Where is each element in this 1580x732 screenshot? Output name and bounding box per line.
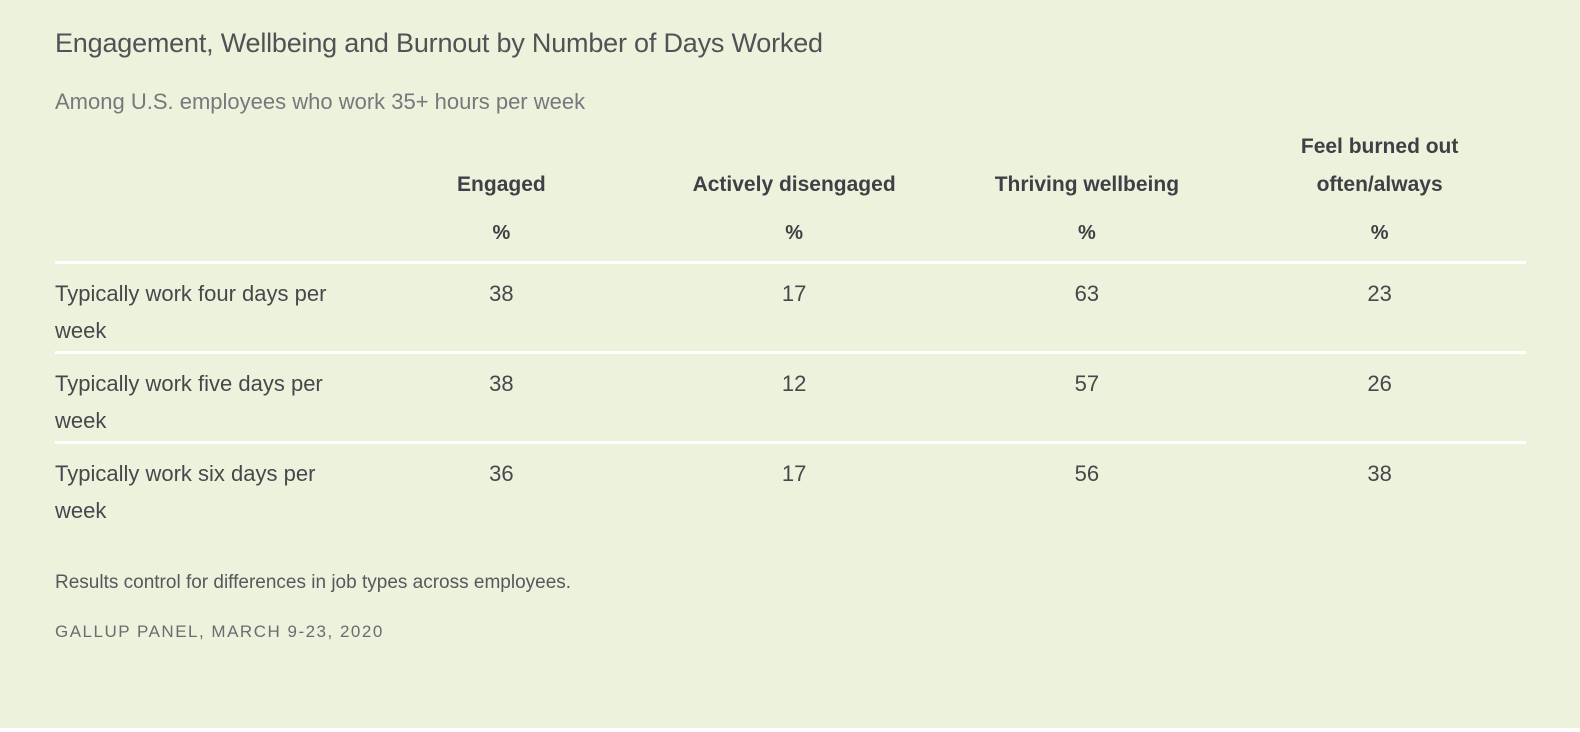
value-cell: 12	[781, 371, 807, 396]
value-cell: 63	[1074, 281, 1100, 306]
bottom-edge-divider	[0, 728, 1580, 732]
column-header-actively-disengaged: Actively disengaged	[648, 166, 941, 204]
value-cell: 26	[1367, 371, 1392, 396]
value-cell: 17	[781, 461, 807, 486]
row-label: Typically work six days per week	[55, 461, 316, 523]
table-header-row: Engaged Actively disengaged Thriving wel…	[55, 128, 1526, 204]
column-header-label: Engaged	[457, 173, 546, 196]
column-header-thriving-wellbeing: Thriving wellbeing	[941, 166, 1234, 204]
column-header-label: Feel burned out often/always	[1300, 135, 1459, 196]
value-cell: 38	[489, 371, 514, 396]
table-row: Typically work four days per week 38 17 …	[55, 261, 1526, 351]
unit-label: %	[492, 222, 511, 244]
column-header-feel-burned-out: Feel burned out often/always	[1233, 128, 1526, 204]
value-cell: 57	[1074, 371, 1100, 396]
row-label: Typically work five days per week	[55, 371, 323, 433]
unit-label: %	[1370, 222, 1389, 244]
content-area: Engagement, Wellbeing and Burnout by Num…	[55, 28, 1526, 641]
footnote: Results control for differences in job t…	[55, 572, 572, 593]
value-cell: 38	[489, 281, 514, 306]
page-title: Engagement, Wellbeing and Burnout by Num…	[55, 28, 823, 58]
column-header-engaged: Engaged	[355, 166, 648, 204]
column-header-label: Thriving wellbeing	[994, 173, 1180, 196]
unit-label: %	[1077, 222, 1096, 244]
value-cell: 17	[781, 281, 807, 306]
table-row: Typically work five days per week 38 12 …	[55, 351, 1526, 441]
value-cell: 38	[1367, 461, 1392, 486]
row-label: Typically work four days per week	[55, 281, 327, 343]
table-row: Typically work six days per week 36 17 5…	[55, 441, 1526, 531]
data-table: Engaged Actively disengaged Thriving wel…	[55, 128, 1526, 531]
unit-label: %	[785, 222, 804, 244]
value-cell: 56	[1074, 461, 1100, 486]
page-subtitle: Among U.S. employees who work 35+ hours …	[55, 89, 586, 114]
table-unit-row: % % % %	[55, 204, 1526, 261]
value-cell: 36	[489, 461, 514, 486]
value-cell: 23	[1367, 281, 1392, 306]
column-header-label: Actively disengaged	[692, 173, 896, 196]
source-line: GALLUP PANEL, MARCH 9-23, 2020	[55, 622, 384, 641]
